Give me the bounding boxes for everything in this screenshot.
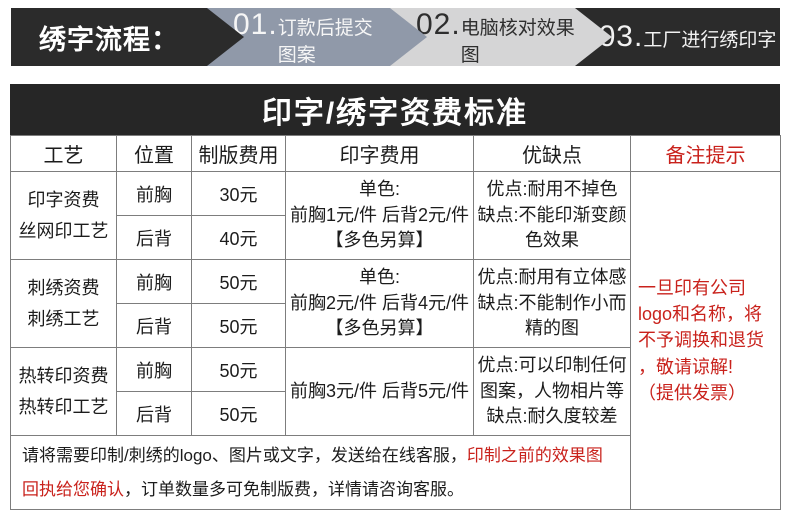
position-cell: 后背 <box>116 215 192 260</box>
note-text-2: ，订单数量多可免制版费，详情请咨询客服。 <box>124 479 464 499</box>
print-fee-cell: 单色: 前胸2元/件 后背4元/件 【多色另算】 <box>285 259 474 348</box>
process-cell-heat-transfer: 热转印资费 热转印工艺 <box>10 347 117 436</box>
table-row: 刺绣资费 刺绣工艺 前胸 50元 单色: 前胸2元/件 后背4元/件 【多色另算… <box>10 259 781 348</box>
remark-cell: 一旦印有公司 logo和名称，将 不予调换和退货 ，敬请谅解! （提供发票） <box>630 171 781 510</box>
plate-fee-cell: 30元 <box>191 171 286 216</box>
plate-fee-cell: 50元 <box>191 347 286 392</box>
step-2-label: 电脑核对效果图 <box>460 17 575 66</box>
pros-cons-cell: 优点:耐用不掉色 缺点:不能印渐变颜 色效果 <box>473 171 631 260</box>
table-row: 印字资费 丝网印工艺 前胸 30元 单色: 前胸1元/件 后背2元/件 【多色另… <box>10 171 781 510</box>
col-header-remark: 备注提示 <box>630 135 781 172</box>
pricing-title: 印字/绣字资费标准 <box>261 96 529 130</box>
col-header-process: 工艺 <box>10 135 117 172</box>
col-header-plate-fee: 制版费用 <box>191 135 286 172</box>
table-row: 热转印资费 热转印工艺 前胸 50元 前胸3元/件 后背5元/件 优点:可以印制… <box>10 347 781 436</box>
col-header-print-fee: 印字费用 <box>285 135 474 172</box>
table-row: 后背 50元 <box>11 303 781 348</box>
note-highlight: 印制之前的效果图回执给您确认 <box>22 446 603 499</box>
plate-fee-cell: 50元 <box>191 259 286 304</box>
plate-fee-cell: 50元 <box>191 303 286 348</box>
col-header-pros-cons: 优缺点 <box>473 135 631 172</box>
step-3-text: 03. 工厂进行绣印字 <box>599 20 777 54</box>
note-cell: 请将需要印制/刺绣的logo、图片或文字，发送给在线客服，印制之前的效果图回执给… <box>10 435 631 510</box>
banner-title: 绣字流程： <box>39 24 179 55</box>
pricing-header-bar: 印字/绣字资费标准 <box>10 84 780 135</box>
pricing-table: 工艺 位置 制版费用 印字费用 优缺点 备注提示 印字资费 丝网印工艺 前胸 3… <box>10 135 781 510</box>
step-2-text: 02. 电脑核对效果图 <box>416 8 575 67</box>
plate-fee-cell: 40元 <box>191 215 286 260</box>
position-cell: 后背 <box>116 303 192 348</box>
process-cell-embroidery: 刺绣资费 刺绣工艺 <box>10 259 117 348</box>
process-cell-silkscreen: 印字资费 丝网印工艺 <box>10 171 117 260</box>
plate-fee-cell: 50元 <box>191 391 286 436</box>
print-fee-cell: 前胸3元/件 后背5元/件 <box>285 347 474 436</box>
col-header-position: 位置 <box>116 135 192 172</box>
note-text-1: 请将需要印制/刺绣的logo、图片或文字，发送给在线客服， <box>22 446 467 466</box>
step-1-text: 01. 订款后提交图案 <box>233 8 390 67</box>
position-cell: 前胸 <box>116 347 192 392</box>
position-cell: 前胸 <box>116 259 192 304</box>
step-3-label: 工厂进行绣印字 <box>643 30 777 51</box>
table-header-row: 工艺 位置 制版费用 印字费用 优缺点 备注提示 <box>10 135 781 172</box>
banner-title-segment: 绣字流程： <box>11 8 244 66</box>
print-fee-cell: 单色: 前胸1元/件 后背2元/件 【多色另算】 <box>285 171 474 260</box>
pros-cons-cell: 优点:可以印制任何 图案，人物相片等 缺点:耐久度较差 <box>473 347 631 436</box>
table-row: 后背 40元 <box>11 215 781 260</box>
position-cell: 前胸 <box>116 171 192 216</box>
note-row: 请将需要印制/刺绣的logo、图片或文字，发送给在线客服，印制之前的效果图回执给… <box>10 435 781 510</box>
position-cell: 后背 <box>116 391 192 436</box>
process-banner: 绣字流程： 01. 订款后提交图案 02. 电脑核对效果图 03. 工厂进行绣印字 <box>11 8 780 66</box>
step-1-label: 订款后提交图案 <box>277 17 373 66</box>
pros-cons-cell: 优点:耐用有立体感 缺点:不能制作小而 精的图 <box>473 259 631 348</box>
table-row: 后背 50元 <box>11 391 781 436</box>
